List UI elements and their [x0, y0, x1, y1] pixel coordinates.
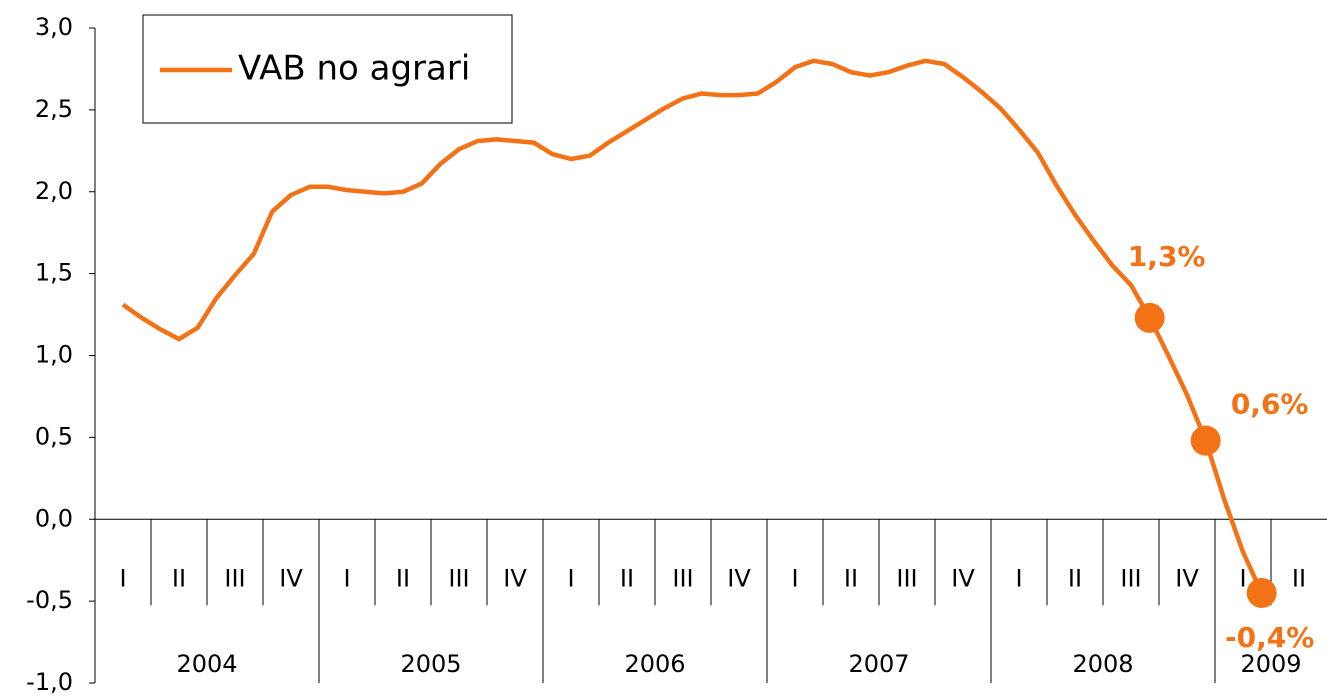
year-label: 2008: [1072, 650, 1133, 678]
year-label: 2004: [176, 650, 237, 678]
x-tick-label: II: [844, 564, 858, 592]
x-tick-label: III: [672, 564, 693, 592]
x-tick-label: IV: [279, 564, 303, 592]
y-tick-label: -1,0: [26, 668, 73, 696]
x-tick-label: II: [620, 564, 634, 592]
y-tick-label: 0,0: [35, 504, 73, 532]
legend-label: VAB no agrari: [238, 49, 470, 89]
y-tick-label: 1,0: [35, 341, 73, 369]
year-label: 2009: [1240, 650, 1301, 678]
x-tick-label: IV: [503, 564, 527, 592]
year-label: 2005: [400, 650, 461, 678]
x-tick-label: IV: [951, 564, 975, 592]
x-tick-label: IV: [1175, 564, 1199, 592]
y-tick-label: 0,5: [35, 422, 73, 450]
y-tick-label: 2,0: [35, 177, 73, 205]
x-tick-label: I: [1239, 564, 1246, 592]
x-tick-label: III: [224, 564, 245, 592]
x-tick-label: I: [343, 564, 350, 592]
x-tick-label: IV: [727, 564, 751, 592]
y-tick-label: 3,0: [35, 13, 73, 41]
annotation: 0,6%: [1231, 388, 1309, 421]
y-tick-label: 1,5: [35, 259, 73, 287]
series-line: [121, 58, 1264, 594]
x-tick-label: II: [396, 564, 410, 592]
x-tick-label: I: [1015, 564, 1022, 592]
highlight-point: [1246, 577, 1277, 608]
x-tick-label: II: [1068, 564, 1082, 592]
x-tick-label: II: [1292, 564, 1306, 592]
year-label: 2006: [624, 650, 685, 678]
highlight-point: [1190, 425, 1221, 456]
x-tick-label: II: [172, 564, 186, 592]
x-tick-label: III: [896, 564, 917, 592]
x-tick-label: I: [119, 564, 126, 592]
x-tick-label: III: [1120, 564, 1141, 592]
annotation: -0,4%: [1225, 621, 1314, 654]
year-label: 2007: [848, 650, 909, 678]
x-tick-label: III: [448, 564, 469, 592]
annotation: 1,3%: [1128, 240, 1206, 273]
y-tick-label: -0,5: [26, 586, 73, 614]
highlight-point: [1134, 302, 1165, 333]
x-tick-label: I: [567, 564, 574, 592]
y-tick-label: 2,5: [35, 95, 73, 123]
x-tick-label: I: [791, 564, 798, 592]
